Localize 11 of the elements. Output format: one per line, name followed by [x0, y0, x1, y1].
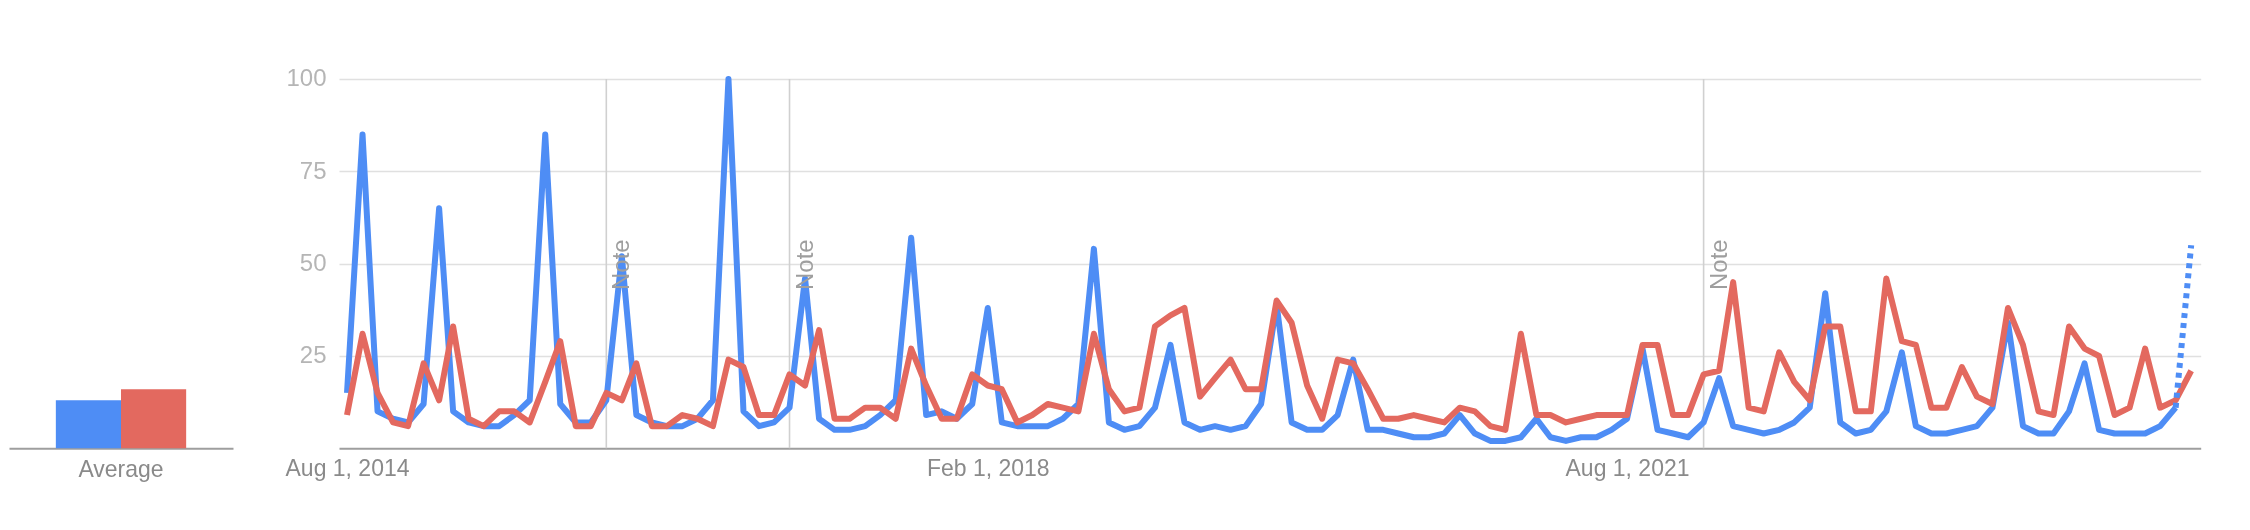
y-tick-label: 75 — [299, 156, 327, 184]
ref-line-label: Note — [607, 239, 635, 290]
ref-line-label: Note — [1704, 239, 1732, 290]
x-tick-label: Feb 1, 2018 — [926, 454, 1050, 481]
ref-line-label: Note — [790, 239, 818, 290]
x-tick-label: Average — [78, 455, 164, 482]
x-tick-label: Aug 1, 2021 — [1565, 454, 1690, 481]
y-tick-label: 25 — [299, 341, 327, 369]
y-tick-label: 50 — [299, 249, 327, 277]
y-tick-label: 100 — [286, 64, 327, 92]
x-tick-label: Aug 1, 2014 — [285, 454, 410, 481]
